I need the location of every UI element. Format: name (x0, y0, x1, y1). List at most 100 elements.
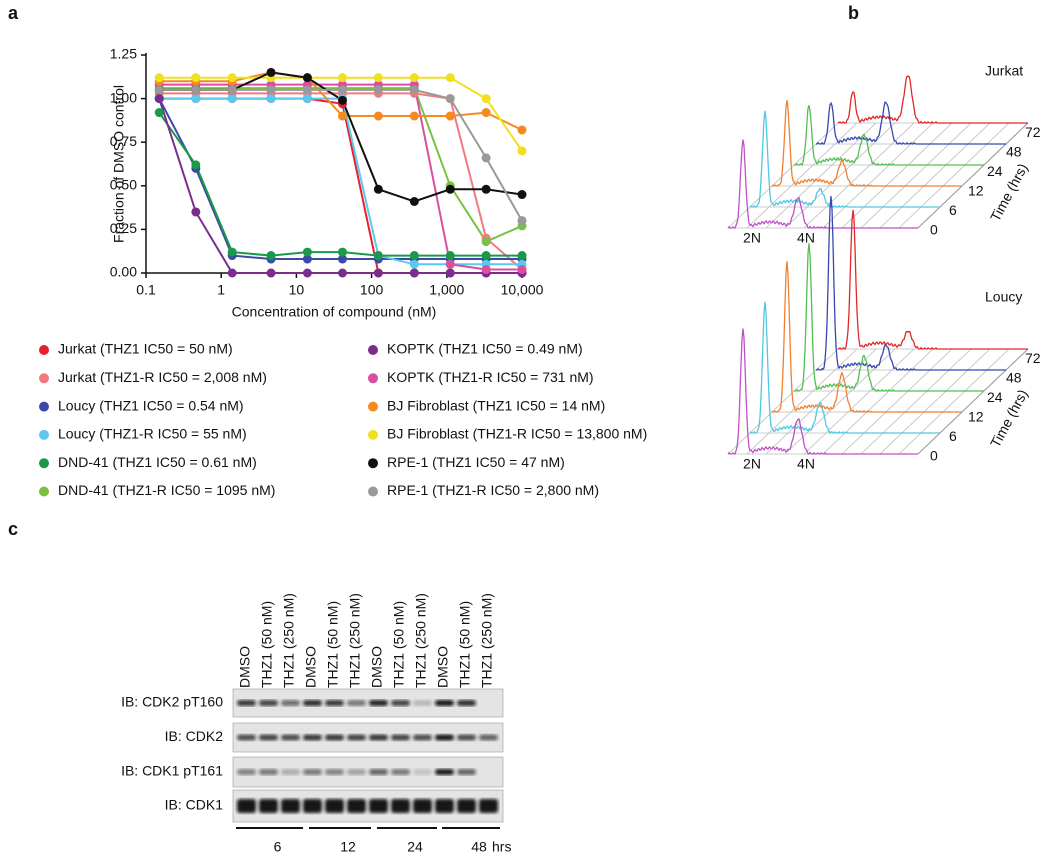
blot-band (303, 769, 322, 775)
blot-band (237, 769, 256, 775)
data-point (154, 85, 164, 95)
blot-band (347, 734, 366, 741)
y-tick-label: 0.00 (110, 264, 137, 280)
legend-marker (39, 429, 49, 440)
blot-band (369, 700, 388, 706)
data-point (481, 237, 491, 247)
data-point (481, 108, 491, 118)
group-label: 48 (471, 839, 487, 855)
floor-line (841, 122, 953, 229)
time-tick-label: 0 (930, 448, 938, 464)
series-line (159, 97, 522, 266)
legend-marker (368, 401, 378, 412)
data-point (154, 73, 164, 83)
data-point (302, 247, 312, 257)
floor-line (746, 122, 858, 229)
blot-band (413, 769, 432, 775)
data-point (445, 184, 455, 194)
legend-marker (39, 373, 49, 384)
blot-band (457, 734, 476, 741)
data-point (445, 259, 455, 269)
blot-band (391, 769, 410, 775)
floor-line (803, 122, 915, 229)
blot-band (237, 799, 256, 813)
series-line (158, 98, 522, 260)
blot-band (303, 700, 322, 706)
data-point (154, 108, 164, 118)
y-axis-label: Fraction of DMSO control (111, 85, 127, 243)
histogram-trace (727, 328, 918, 455)
data-point (481, 94, 491, 104)
lane-label: DMSO (435, 646, 451, 688)
y-tick-label: 1.00 (110, 89, 137, 105)
row-label: IB: CDK1 (165, 797, 224, 813)
time-tick-label: 72 (1025, 350, 1041, 366)
data-point (481, 184, 491, 194)
floor-edge (917, 122, 1029, 229)
histogram-trace (793, 243, 984, 392)
data-point (517, 125, 527, 135)
data-point (373, 73, 383, 83)
peak-label: 2N (743, 230, 761, 246)
blot-band (347, 769, 366, 775)
histogram-trace (793, 105, 984, 166)
blot-band (259, 799, 278, 813)
data-point (266, 85, 276, 95)
data-point (302, 94, 312, 104)
data-point (337, 111, 347, 121)
legend-label: Jurkat (THZ1-R IC50 = 2,008 nM) (58, 369, 267, 385)
data-point (337, 73, 347, 83)
x-tick-label: 100 (360, 282, 384, 298)
data-point (445, 251, 455, 261)
lane-label: DMSO (237, 646, 253, 688)
time-unit-label: hrs (492, 839, 511, 855)
data-point (445, 111, 455, 121)
data-point (373, 111, 383, 121)
data-point (409, 73, 419, 83)
data-point (337, 247, 347, 257)
blot-band (259, 700, 278, 706)
time-tick-label: 24 (987, 163, 1003, 179)
data-point (517, 146, 527, 156)
group-label: 24 (407, 839, 423, 855)
lane-label: THZ1 (250 nM) (413, 593, 429, 688)
data-point (266, 251, 276, 261)
legend-label: DND-41 (THZ1 IC50 = 0.61 nM) (58, 454, 257, 470)
blot-band (281, 799, 300, 813)
lane-label: DMSO (303, 646, 319, 688)
lane-label: THZ1 (250 nM) (281, 593, 297, 688)
sample-label: Loucy (985, 289, 1022, 305)
blot-band (281, 734, 300, 741)
blot-band (325, 734, 344, 741)
floor-line (765, 122, 877, 229)
data-point (302, 85, 312, 95)
row-label: IB: CDK1 pT161 (121, 763, 223, 779)
blot-band (457, 799, 476, 813)
data-point (517, 251, 527, 261)
data-point (481, 265, 491, 275)
x-tick-label: 0.1 (136, 282, 156, 298)
data-point (337, 268, 347, 278)
blot-band (259, 769, 278, 775)
series-line (158, 98, 522, 274)
data-point (373, 85, 383, 95)
data-point (517, 190, 527, 200)
time-tick-label: 0 (930, 222, 938, 238)
time-tick-label: 6 (949, 202, 957, 218)
lane-label: THZ1 (50 nM) (259, 601, 275, 688)
blot-band (325, 700, 344, 706)
blot-band (391, 799, 410, 813)
blot-band (303, 734, 322, 741)
row-label: IB: CDK2 pT160 (121, 694, 223, 710)
histogram-trace (771, 100, 962, 187)
floor-line (841, 348, 953, 455)
panel-label: a (8, 3, 19, 23)
lane-label: THZ1 (250 nM) (347, 593, 363, 688)
data-point (266, 268, 276, 278)
legend-label: BJ Fibroblast (THZ1 IC50 = 14 nM) (387, 397, 605, 413)
blot-band (413, 734, 432, 741)
blot-band (369, 734, 388, 741)
group-label: 6 (274, 839, 282, 855)
legend-label: KOPTK (THZ1-R IC50 = 731 nM) (387, 369, 594, 385)
